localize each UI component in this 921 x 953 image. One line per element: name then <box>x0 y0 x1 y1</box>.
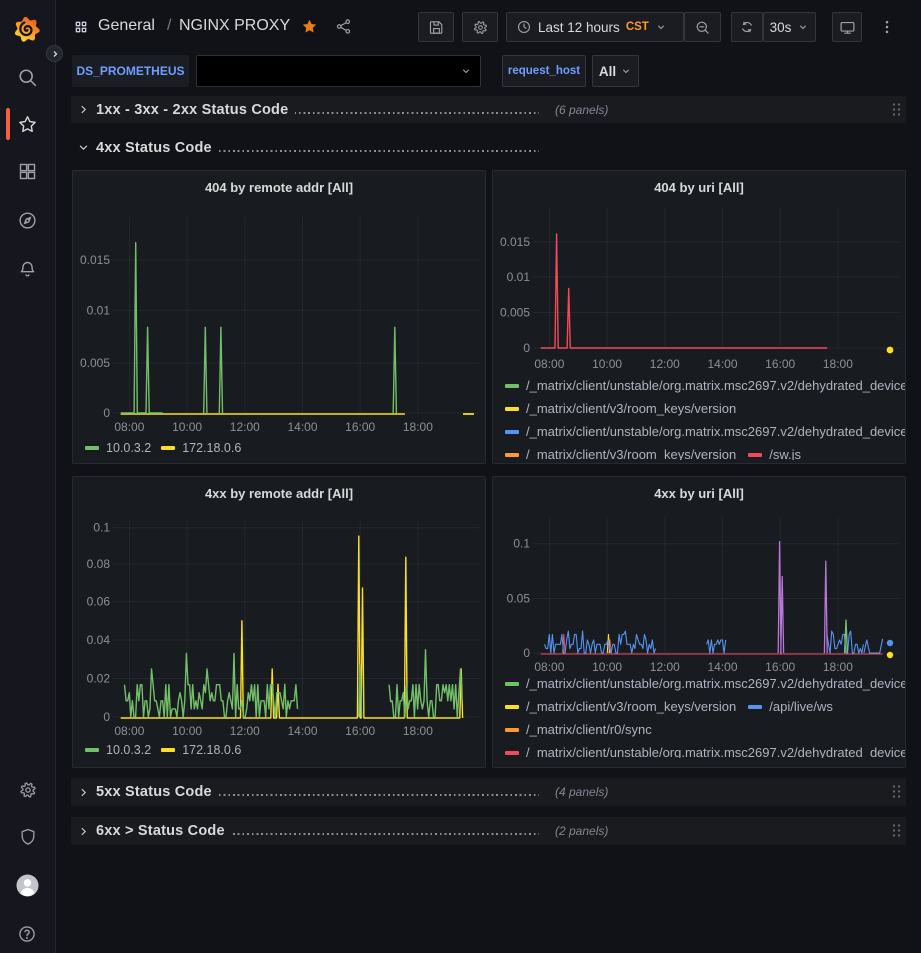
svg-text:14:00: 14:00 <box>287 724 317 738</box>
svg-text:08:00: 08:00 <box>114 420 144 434</box>
svg-text:0.01: 0.01 <box>87 303 111 317</box>
svg-text:18:00: 18:00 <box>403 420 433 434</box>
svg-text:0.01: 0.01 <box>507 270 531 284</box>
svg-text:0.05: 0.05 <box>507 592 531 606</box>
svg-text:0.015: 0.015 <box>80 253 110 267</box>
svg-text:14:00: 14:00 <box>707 660 737 674</box>
svg-text:16:00: 16:00 <box>765 357 795 371</box>
svg-text:0: 0 <box>523 646 530 660</box>
svg-text:0.1: 0.1 <box>513 537 530 551</box>
svg-text:12:00: 12:00 <box>650 357 680 371</box>
svg-text:14:00: 14:00 <box>707 357 737 371</box>
svg-text:16:00: 16:00 <box>765 660 795 674</box>
svg-text:08:00: 08:00 <box>114 724 144 738</box>
svg-text:10:00: 10:00 <box>592 660 622 674</box>
svg-text:0.005: 0.005 <box>80 356 110 370</box>
svg-text:0.06: 0.06 <box>87 595 111 609</box>
svg-text:10:00: 10:00 <box>172 724 202 738</box>
svg-text:0: 0 <box>523 341 530 355</box>
svg-text:16:00: 16:00 <box>345 420 375 434</box>
svg-text:12:00: 12:00 <box>230 724 260 738</box>
svg-text:0.005: 0.005 <box>500 306 530 320</box>
svg-text:0.1: 0.1 <box>93 521 110 535</box>
svg-text:14:00: 14:00 <box>287 420 317 434</box>
svg-text:0: 0 <box>103 406 110 420</box>
svg-text:0: 0 <box>103 710 110 724</box>
svg-text:18:00: 18:00 <box>823 660 853 674</box>
svg-text:12:00: 12:00 <box>230 420 260 434</box>
svg-text:0.08: 0.08 <box>87 557 111 571</box>
svg-text:10:00: 10:00 <box>172 420 202 434</box>
svg-text:08:00: 08:00 <box>534 660 564 674</box>
svg-text:18:00: 18:00 <box>403 724 433 738</box>
svg-text:18:00: 18:00 <box>823 357 853 371</box>
svg-text:0.015: 0.015 <box>500 235 530 249</box>
svg-text:10:00: 10:00 <box>592 357 622 371</box>
svg-text:0.02: 0.02 <box>87 672 111 686</box>
svg-text:0.04: 0.04 <box>87 633 111 647</box>
svg-text:12:00: 12:00 <box>650 660 680 674</box>
svg-text:08:00: 08:00 <box>534 357 564 371</box>
svg-text:16:00: 16:00 <box>345 724 375 738</box>
